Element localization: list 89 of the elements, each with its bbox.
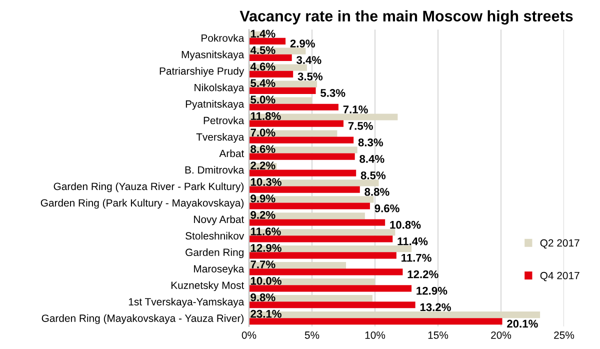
bar [249,219,386,226]
bar [249,136,354,144]
data-label: 2.2% [250,162,276,170]
y-tick-label: Kuznetsky Most [171,281,244,292]
y-tick-label: Garden Ring (Mayakovskaya - Yauza River) [42,314,244,324]
data-label: 4.5% [250,46,276,54]
data-label: 13.2% [420,303,451,312]
data-label: 10.3% [250,178,282,186]
bar [249,318,502,325]
legend-label: Q2 2017 [540,239,580,249]
x-tick-label: 15% [428,331,448,339]
y-tick-label: Garden Ring (Yauza River - Park Kultury) [54,182,244,192]
data-label: 7.7% [250,260,276,268]
x-tick-label: 0% [242,331,256,339]
bar [249,114,398,120]
data-label: 4.6% [250,62,276,71]
bar [249,120,344,127]
bar [249,236,393,242]
y-tick-label: Stoleshnikov [186,232,244,240]
y-tick-label: Patriarshiye Prudy [160,67,244,77]
y-tick-label: Garden Ring [186,248,244,258]
y-tick-label: Pyatnitskaya [186,100,244,110]
y-tick-label: Myasnitskaya [182,50,244,60]
data-label: 7.0% [250,128,276,136]
data-label: 8.6% [250,145,276,153]
bar [249,302,416,308]
data-label: 20.1% [507,320,538,328]
data-label: 8.5% [360,171,386,180]
y-tick-label: Arbat [219,149,244,158]
bar [249,186,360,193]
y-tick-label: Nikolskaya [194,84,244,94]
data-label: 12.9% [416,286,448,295]
data-label: 9.6% [374,204,400,212]
data-label: 3.4% [296,56,322,64]
y-tick-label: Novy Arbat [194,215,244,226]
x-tick-label: 5% [304,331,320,339]
data-label: 9.2% [250,211,276,219]
data-label: 2.9% [290,40,315,48]
bar [249,170,356,176]
y-tick-label: Petrovka [204,116,244,124]
x-tick-label: 25% [554,331,574,339]
bar [249,246,412,252]
data-label: 23.1% [250,310,282,318]
bar [249,202,370,210]
bar [249,295,372,302]
bar [249,262,346,269]
data-label: 12.2% [408,270,438,278]
bar [249,311,540,318]
bar [249,285,412,292]
y-tick-label: Pokrovka [202,34,244,42]
data-label: 10.0% [250,276,282,285]
data-label: 8.3% [358,138,384,146]
y-tick-label: 1st Tverskaya-Yamskaya [128,298,244,308]
data-label: 5.4% [250,79,276,88]
data-label: 11.4% [398,237,428,246]
data-label: 3.5% [298,72,323,80]
y-tick-label: Garden Ring (Park Kultury - Mayakovskaya) [40,198,244,209]
bar [249,229,396,236]
bar [249,87,316,94]
bar [249,252,396,259]
data-label: 9.8% [250,293,276,302]
data-label: 5.0% [250,96,276,104]
y-tick-label: B. Dmitrovka [185,166,244,174]
bar [249,146,358,154]
chart-title: Vacancy rate in the main Moscow high streets [240,10,573,25]
data-label: 12.9% [250,244,282,252]
y-tick-label: Tverskaya [196,133,244,143]
bar [249,38,286,44]
x-tick-label: 20% [491,331,512,339]
data-label: 5.3% [320,89,346,97]
bar [249,104,338,110]
data-label: 9.9% [250,194,276,202]
data-label: 7.5% [348,122,373,130]
data-label: 10.8% [390,220,421,229]
data-label: 7.1% [343,106,368,114]
x-tick-label: 10% [365,331,386,339]
y-tick-label: Maroseyka [194,264,244,275]
bar [249,54,292,61]
legend-label: Q4 2017 [540,272,580,282]
bar [249,268,403,276]
data-label: 1.4% [250,30,276,38]
data-label: 11.8% [250,112,281,120]
data-label: 8.4% [360,154,384,163]
data-label: 8.8% [364,188,390,196]
data-label: 11.6% [250,227,281,236]
bar [249,70,294,78]
bar [249,130,338,137]
bar [249,153,355,160]
data-label: 11.7% [402,254,432,262]
